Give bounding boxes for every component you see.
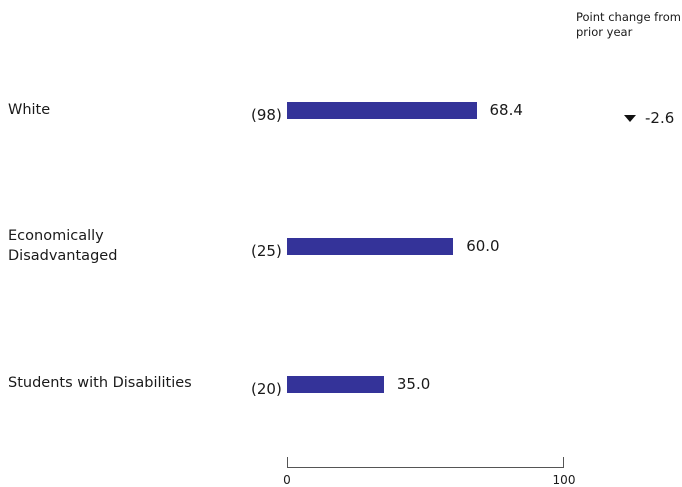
change-indicator: -2.6: [624, 108, 674, 128]
value-label: 68.4: [489, 101, 523, 119]
change-value: -2.6: [645, 109, 675, 127]
count-label: (25): [251, 242, 282, 260]
group-label: White: [8, 102, 51, 118]
group-label: Students with Disabilities: [8, 375, 192, 391]
x-tick-label-100: 100: [552, 473, 576, 487]
change-header-text: Point change from prior year: [576, 10, 681, 39]
count-label: (20): [251, 380, 282, 398]
value-label: 35.0: [396, 375, 431, 393]
count-label: (98): [251, 106, 282, 124]
down-triangle-icon: [624, 114, 636, 122]
bar: [287, 238, 454, 255]
value-label: 60.0: [466, 237, 500, 255]
x-axis-tick-0: [287, 457, 288, 467]
bar: [287, 376, 384, 393]
bar: [287, 102, 477, 119]
group-label: Economically Disadvantaged: [8, 228, 118, 264]
change-header: Point change from prior year: [576, 10, 682, 40]
x-tick-label-0: 0: [283, 473, 291, 487]
x-axis-tick-100: [563, 457, 564, 467]
x-axis-line: [287, 467, 564, 468]
